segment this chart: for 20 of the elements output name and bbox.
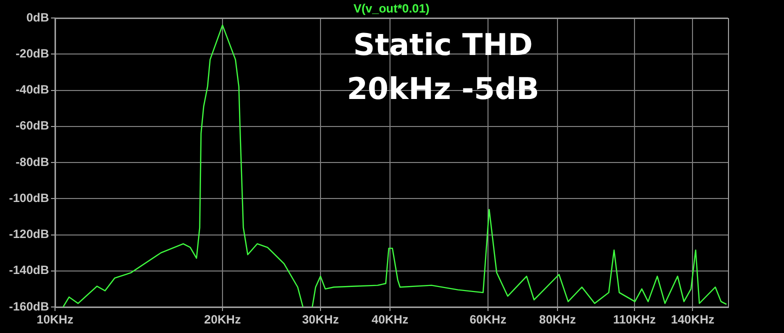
annotation: 20kHz -5dB: [346, 72, 540, 107]
y-tick-label: -120dB: [8, 227, 50, 242]
x-tick-label: 30KHz: [302, 312, 339, 327]
text: V(v_out*0.01): [353, 1, 430, 16]
x-tick-label: 60KHz: [470, 312, 506, 327]
x-tick-label: 10KHz: [36, 312, 74, 327]
x-tick-label: 40KHz: [372, 312, 408, 327]
y-tick-label: -40dB: [16, 82, 50, 97]
y-tick-label: 0dB: [26, 10, 50, 24]
annotation: Static THD: [353, 28, 533, 63]
y-tick-label: -160dB: [8, 299, 50, 314]
y-tick-label: -20dB: [16, 46, 50, 60]
y-tick-label: -80dB: [16, 154, 50, 169]
x-tick-label: 140KHz: [671, 312, 714, 327]
x-tick-label: 20KHz: [204, 312, 241, 327]
x-tick-label: 110KHz: [613, 312, 656, 327]
y-tick-label: -140dB: [8, 263, 50, 278]
y-tick-label: -60dB: [16, 118, 50, 133]
x-tick-label: 80KHz: [539, 312, 576, 327]
y-tick-label: -100dB: [8, 190, 50, 205]
